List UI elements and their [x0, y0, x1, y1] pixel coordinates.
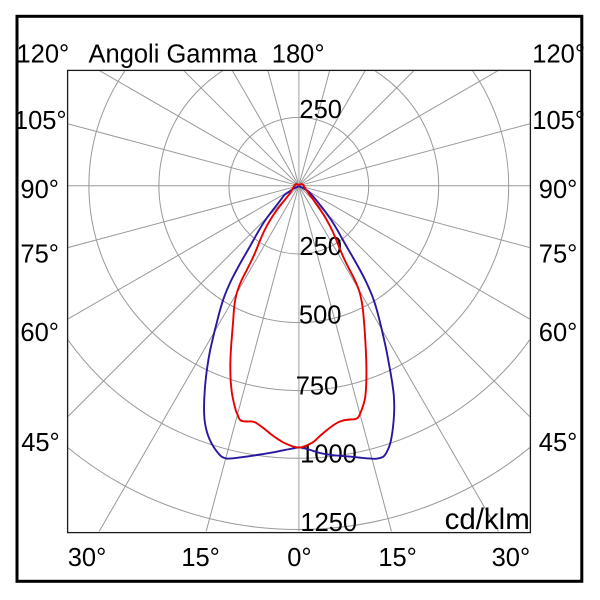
svg-text:75°: 75° — [539, 241, 578, 269]
svg-text:0°: 0° — [287, 544, 311, 572]
svg-text:105°: 105° — [14, 107, 67, 135]
svg-text:30°: 30° — [68, 544, 107, 572]
svg-text:180°: 180° — [272, 41, 325, 69]
svg-text:60°: 60° — [20, 319, 59, 347]
svg-text:15°: 15° — [378, 544, 417, 572]
svg-text:90°: 90° — [20, 176, 59, 204]
svg-text:750: 750 — [296, 372, 339, 400]
svg-text:45°: 45° — [21, 429, 60, 457]
svg-text:250: 250 — [299, 96, 342, 124]
svg-text:45°: 45° — [539, 429, 578, 457]
svg-text:105°: 105° — [532, 107, 585, 135]
svg-text:90°: 90° — [539, 176, 578, 204]
svg-text:120°: 120° — [17, 41, 70, 69]
svg-text:60°: 60° — [539, 319, 578, 347]
svg-text:Angoli Gamma: Angoli Gamma — [89, 41, 258, 69]
svg-text:15°: 15° — [181, 544, 220, 572]
svg-text:120°: 120° — [532, 41, 585, 69]
svg-text:75°: 75° — [20, 241, 59, 269]
svg-text:30°: 30° — [492, 544, 531, 572]
svg-text:500: 500 — [299, 301, 342, 329]
svg-text:cd/klm: cd/klm — [445, 503, 530, 536]
